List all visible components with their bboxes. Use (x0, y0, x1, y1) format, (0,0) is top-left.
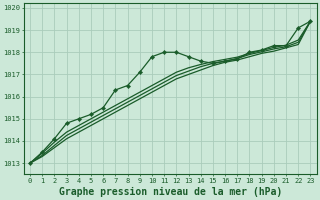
X-axis label: Graphe pression niveau de la mer (hPa): Graphe pression niveau de la mer (hPa) (59, 186, 282, 197)
